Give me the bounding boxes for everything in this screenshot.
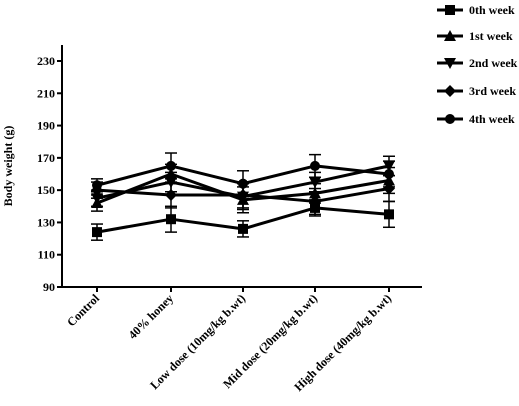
legend-marker: [445, 114, 455, 124]
y-tick-label: 110: [38, 248, 55, 262]
legend-item: 2nd week: [437, 56, 518, 70]
y-tick-label: 150: [37, 183, 55, 197]
legend-item: 1st week: [437, 29, 513, 43]
x-tick-label: Control: [64, 291, 102, 329]
legend-marker: [444, 58, 456, 69]
y-tick-label: 130: [37, 215, 55, 229]
y-tick-label: 230: [37, 54, 55, 68]
legend-marker: [444, 85, 456, 97]
data-point: [165, 188, 177, 201]
data-point: [238, 223, 248, 234]
data-point: [309, 177, 321, 189]
series-5: [91, 152, 395, 198]
y-tick-label: 210: [37, 86, 55, 100]
data-point: [166, 214, 176, 225]
x-tick-label: 40% honey: [125, 291, 176, 342]
data-point: [384, 169, 394, 179]
legend-item: 0th week: [437, 3, 515, 17]
legend-item: 4th week: [437, 112, 515, 126]
legend-marker: [444, 30, 456, 41]
data-point: [309, 195, 321, 208]
data-point: [238, 178, 248, 189]
legend-label: 2nd week: [469, 56, 518, 70]
y-tick-label: 190: [37, 119, 55, 133]
data-point: [384, 209, 394, 220]
legend-label: 3rd week: [469, 84, 516, 98]
legend-label: 4th week: [469, 112, 515, 126]
data-point: [166, 160, 176, 171]
legend-label: 1st week: [469, 29, 513, 43]
y-tick-label: 170: [37, 151, 55, 165]
y-tick-label: 90: [43, 280, 55, 294]
data-point: [310, 160, 320, 171]
data-point: [92, 180, 102, 191]
legend: 0th week 1st week 2nd week 3rd week 4th week: [437, 3, 518, 126]
y-axis-title: Body weight (g): [1, 126, 15, 207]
series-layer: [91, 152, 395, 241]
legend-marker: [445, 5, 455, 15]
legend-item: 3rd week: [437, 84, 516, 98]
data-point: [92, 227, 102, 238]
data-point: [383, 182, 395, 195]
legend-label: 0th week: [469, 3, 515, 17]
